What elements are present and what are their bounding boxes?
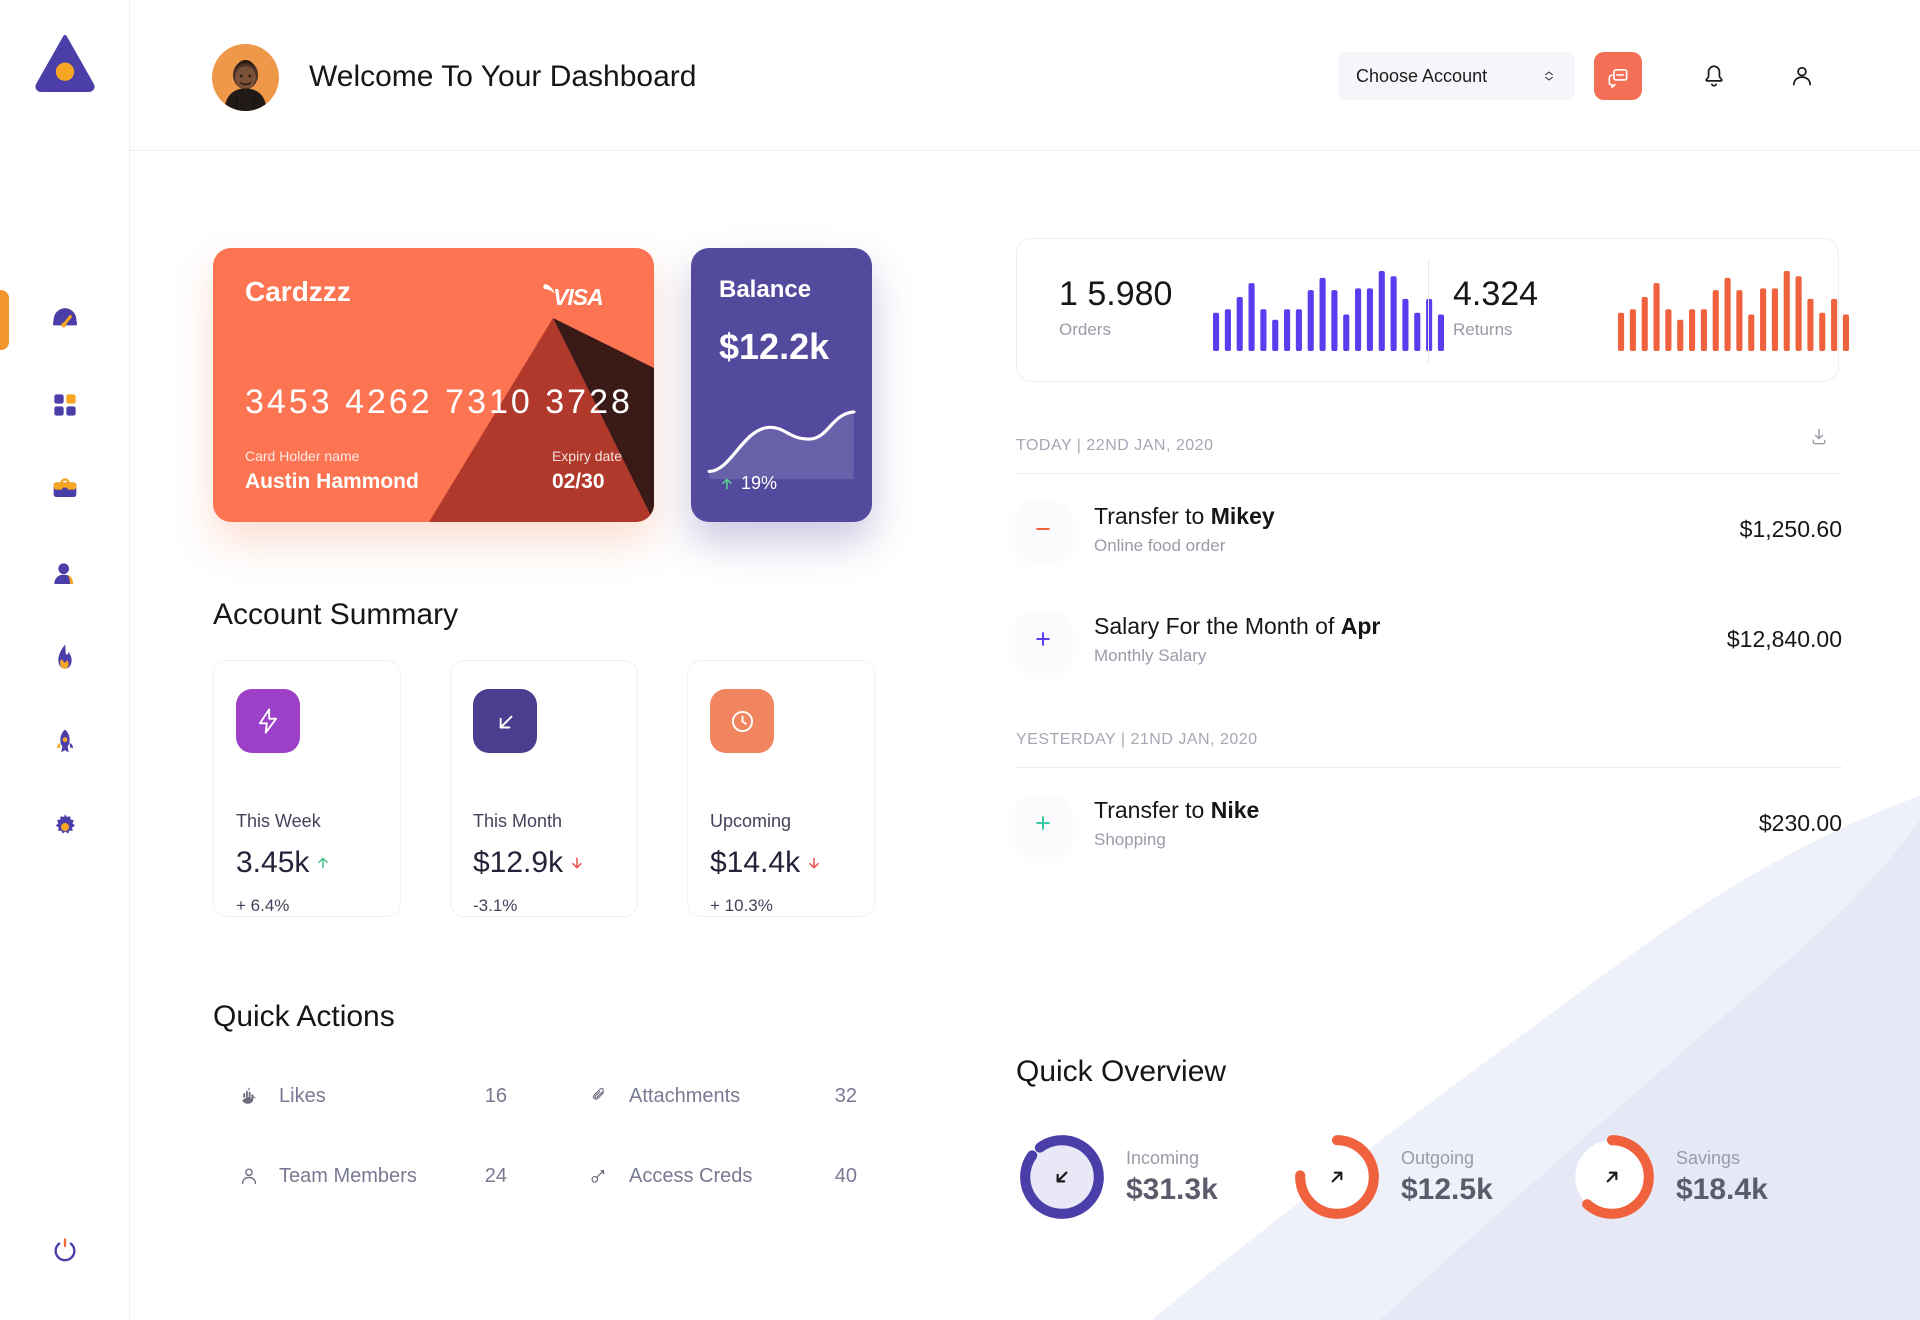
svg-text:VISA: VISA [553, 284, 603, 310]
